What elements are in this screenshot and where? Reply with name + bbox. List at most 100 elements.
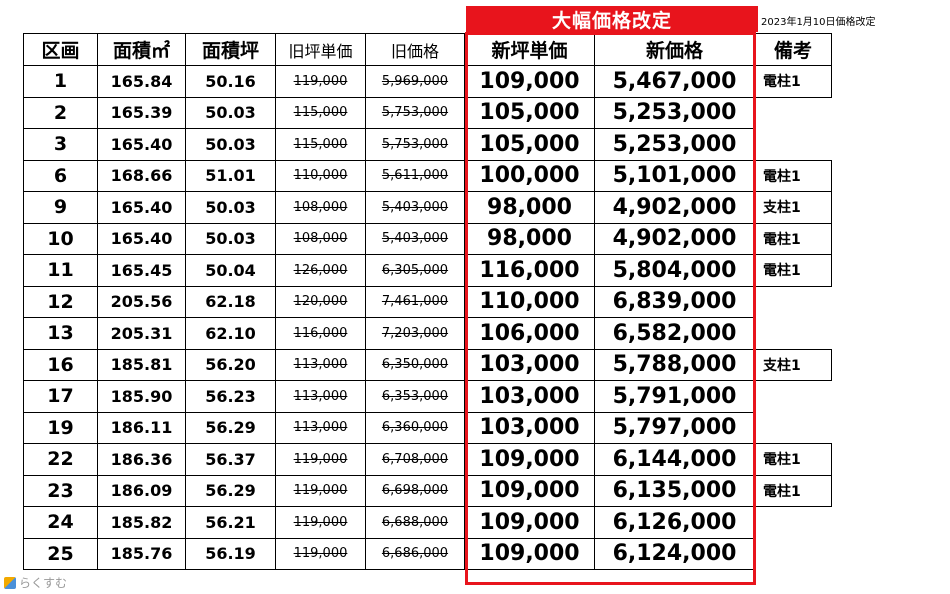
cell-area-m2: 205.56 xyxy=(97,285,186,318)
cell-old-price: 6,686,000 xyxy=(365,537,465,570)
cell-old-price: 5,611,000 xyxy=(365,159,465,192)
cell-area-m2: 185.81 xyxy=(97,348,186,381)
table-row: 6 168.66 51.01 110,000 5,611,000 100,000 5,101… xyxy=(23,159,832,192)
cell-area-tsubo: 56.20 xyxy=(185,348,276,381)
cell-area-m2: 165.40 xyxy=(97,191,186,224)
table-row: 13 205.31 62.10 116,000 7,203,000 106,000 6,58… xyxy=(23,317,832,350)
cell-area-tsubo: 50.04 xyxy=(185,254,276,287)
cell-area-m2: 168.66 xyxy=(97,159,186,192)
cell-old-unit-price: 108,000 xyxy=(275,191,366,224)
cell-new-unit-price: 109,000 xyxy=(464,537,595,570)
cell-new-unit-price: 103,000 xyxy=(464,380,595,413)
table-row: 22 186.36 56.37 119,000 6,708,000 109,000 6,14… xyxy=(23,443,832,476)
cell-area-tsubo: 50.03 xyxy=(185,191,276,224)
cell-lot: 6 xyxy=(23,159,98,192)
cell-old-price: 6,353,000 xyxy=(365,380,465,413)
cell-new-price: 5,467,000 xyxy=(594,65,755,98)
cell-old-price: 5,403,000 xyxy=(365,222,465,255)
cell-lot: 25 xyxy=(23,537,98,570)
table-row: 2 165.39 50.03 115,000 5,753,000 105,000 5,253… xyxy=(23,96,832,129)
cell-old-price: 6,708,000 xyxy=(365,443,465,476)
cell-new-unit-price: 105,000 xyxy=(464,96,595,129)
table-row: 12 205.56 62.18 120,000 7,461,000 110,000 6,83… xyxy=(23,285,832,318)
cell-new-price: 5,253,000 xyxy=(594,128,755,161)
table-row: 3 165.40 50.03 115,000 5,753,000 105,000 5,253… xyxy=(23,128,832,161)
cell-new-unit-price: 100,000 xyxy=(464,159,595,192)
cell-new-price: 4,902,000 xyxy=(594,191,755,224)
cell-lot: 10 xyxy=(23,222,98,255)
cell-area-m2: 186.11 xyxy=(97,411,186,444)
cell-note: 電柱1 xyxy=(754,443,832,476)
cell-area-m2: 165.45 xyxy=(97,254,186,287)
cell-old-unit-price: 119,000 xyxy=(275,537,366,570)
cell-new-unit-price: 103,000 xyxy=(464,348,595,381)
cell-old-unit-price: 110,000 xyxy=(275,159,366,192)
cell-old-unit-price: 108,000 xyxy=(275,222,366,255)
cell-new-unit-price: 110,000 xyxy=(464,285,595,318)
table-row: 16 185.81 56.20 113,000 6,350,000 103,000 5,78… xyxy=(23,348,832,381)
cell-new-unit-price: 98,000 xyxy=(464,191,595,224)
cell-old-price: 5,403,000 xyxy=(365,191,465,224)
house-logo-icon xyxy=(4,576,16,589)
header-lot: 区画 xyxy=(23,33,98,66)
cell-old-unit-price: 113,000 xyxy=(275,380,366,413)
table-row: 9 165.40 50.03 108,000 5,403,000 98,000 4,902,… xyxy=(23,191,832,224)
cell-new-price: 6,582,000 xyxy=(594,317,755,350)
cell-area-tsubo: 56.23 xyxy=(185,380,276,413)
cell-lot: 23 xyxy=(23,474,98,507)
cell-area-tsubo: 62.10 xyxy=(185,317,276,350)
cell-new-price: 5,788,000 xyxy=(594,348,755,381)
cell-new-unit-price: 109,000 xyxy=(464,474,595,507)
cell-area-tsubo: 62.18 xyxy=(185,285,276,318)
header-note: 備考 xyxy=(754,33,832,66)
cell-area-m2: 185.90 xyxy=(97,380,186,413)
cell-old-price: 6,305,000 xyxy=(365,254,465,287)
cell-old-unit-price: 116,000 xyxy=(275,317,366,350)
table-row: 25 185.76 56.19 119,000 6,686,000 109,000 6,12… xyxy=(23,537,832,570)
cell-area-tsubo: 50.16 xyxy=(185,65,276,98)
cell-area-tsubo: 51.01 xyxy=(185,159,276,192)
cell-note xyxy=(755,97,832,129)
cell-new-unit-price: 98,000 xyxy=(464,222,595,255)
header-new-unit-price: 新坪単価 xyxy=(464,33,595,66)
cell-old-price: 6,350,000 xyxy=(365,348,465,381)
cell-area-m2: 165.39 xyxy=(97,96,186,129)
cell-area-m2: 165.40 xyxy=(97,128,186,161)
cell-note xyxy=(755,412,832,444)
cell-area-tsubo: 50.03 xyxy=(185,222,276,255)
cell-lot: 24 xyxy=(23,506,98,539)
table-row: 19 186.11 56.29 113,000 6,360,000 103,000 5,79… xyxy=(23,411,832,444)
cell-note: 電柱1 xyxy=(754,474,832,507)
cell-new-unit-price: 109,000 xyxy=(464,506,595,539)
cell-area-m2: 185.76 xyxy=(97,537,186,570)
cell-old-unit-price: 119,000 xyxy=(275,506,366,539)
cell-old-unit-price: 119,000 xyxy=(275,443,366,476)
cell-old-unit-price: 115,000 xyxy=(275,96,366,129)
cell-old-unit-price: 115,000 xyxy=(275,128,366,161)
cell-new-price: 5,804,000 xyxy=(594,254,755,287)
cell-new-price: 5,797,000 xyxy=(594,411,755,444)
cell-new-unit-price: 106,000 xyxy=(464,317,595,350)
table-row: 10 165.40 50.03 108,000 5,403,000 98,000 4,902… xyxy=(23,222,832,255)
cell-lot: 19 xyxy=(23,411,98,444)
cell-lot: 22 xyxy=(23,443,98,476)
cell-new-unit-price: 103,000 xyxy=(464,411,595,444)
cell-note: 支柱1 xyxy=(754,348,832,381)
table-row: 24 185.82 56.21 119,000 6,688,000 109,000 6,12… xyxy=(23,506,832,539)
lot-price-table: 区画 面積㎡ 面積坪 旧坪単価 旧価格 新坪単価 新価格 備考 1 165.84 5… xyxy=(23,33,832,570)
cell-old-price: 5,753,000 xyxy=(365,128,465,161)
cell-new-unit-price: 116,000 xyxy=(464,254,595,287)
cell-old-price: 5,969,000 xyxy=(365,65,465,98)
cell-note xyxy=(755,381,832,413)
header-row: 区画 面積㎡ 面積坪 旧坪単価 旧価格 新坪単価 新価格 備考 xyxy=(23,33,832,66)
cell-area-m2: 186.09 xyxy=(97,474,186,507)
header-area-m2: 面積㎡ xyxy=(97,33,186,66)
cell-new-price: 6,124,000 xyxy=(594,537,755,570)
cell-note xyxy=(755,538,832,570)
table-row: 23 186.09 56.29 119,000 6,698,000 109,000 6,13… xyxy=(23,474,832,507)
cell-old-price: 6,698,000 xyxy=(365,474,465,507)
brand-logo: らくすむ xyxy=(4,574,67,591)
cell-old-unit-price: 119,000 xyxy=(275,474,366,507)
cell-new-price: 5,101,000 xyxy=(594,159,755,192)
cell-new-unit-price: 105,000 xyxy=(464,128,595,161)
